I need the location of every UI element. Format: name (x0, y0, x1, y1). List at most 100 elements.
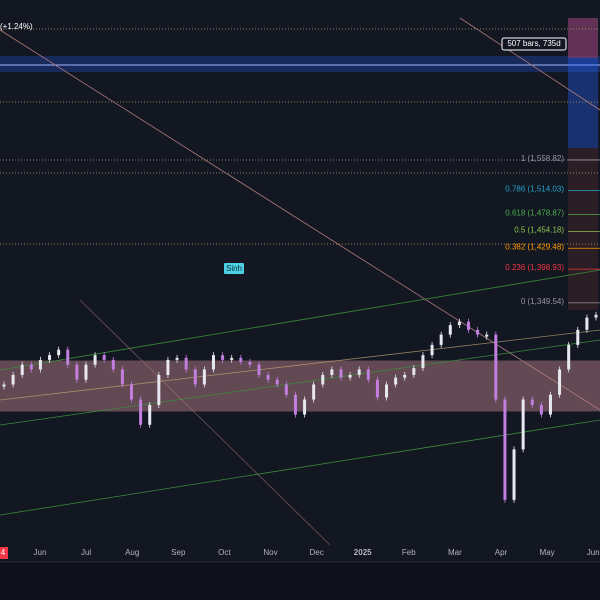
candle (48, 355, 52, 360)
candle (75, 364, 79, 380)
corner-label: 4 (1, 548, 6, 557)
candle (230, 357, 234, 360)
fib-label: 0.786 (1,514.03) (505, 185, 564, 194)
x-tick-label: Mar (448, 548, 462, 557)
projection-top (568, 18, 598, 58)
candle (211, 355, 215, 370)
x-tick-label: Sep (171, 548, 186, 557)
bars-box (501, 37, 567, 51)
x-tick-label: Aug (125, 548, 139, 557)
candle (503, 399, 507, 500)
candle (466, 321, 470, 330)
candle (375, 379, 379, 398)
x-tick-label: 2025 (354, 548, 372, 557)
candle (421, 355, 425, 369)
annotation: Sinh (226, 264, 242, 273)
candle (275, 379, 279, 385)
candle (193, 369, 197, 385)
candle (530, 399, 534, 405)
candle (157, 374, 161, 405)
x-tick-label: May (540, 548, 555, 557)
candle (457, 321, 461, 326)
candle (11, 374, 15, 385)
top-label: (+1.24%) (0, 22, 33, 31)
blue-band (0, 56, 600, 72)
trend-lines (0, 17, 600, 546)
x-tick-label: Jun (34, 548, 47, 557)
candle (512, 449, 516, 500)
candle (284, 384, 288, 395)
x-tick-label: Oct (218, 548, 231, 557)
candle (485, 334, 489, 337)
candle (2, 384, 6, 387)
candle (175, 357, 179, 360)
candle (366, 369, 370, 380)
candle (239, 357, 243, 362)
candle (312, 384, 316, 400)
candle (385, 384, 389, 398)
corner-box (0, 547, 8, 559)
x-tick-label: Jun (587, 548, 600, 557)
candle (521, 399, 525, 450)
candle (357, 369, 361, 375)
dotted-levels (0, 28, 600, 245)
candle (330, 369, 334, 375)
x-tick-label: Jul (81, 548, 91, 557)
candle (84, 364, 88, 380)
candle (93, 355, 97, 365)
x-tick-label: Feb (402, 548, 416, 557)
candle (430, 344, 434, 356)
annotation-box (224, 263, 244, 274)
candle (394, 377, 398, 385)
candle (539, 404, 543, 415)
candle (111, 359, 115, 370)
candle (412, 368, 416, 375)
fib-label: 0.618 (1,478.87) (505, 209, 564, 218)
candle (476, 329, 480, 335)
candle (248, 361, 252, 365)
candle (38, 359, 42, 370)
candle (348, 374, 352, 378)
fib-label: 0.236 (1,398.93) (505, 263, 564, 272)
candle (202, 369, 206, 385)
candle (439, 334, 443, 345)
candle (184, 357, 188, 370)
candle (321, 374, 325, 385)
candle (303, 399, 307, 415)
candle (139, 399, 143, 425)
candle (166, 359, 170, 375)
candle (266, 374, 270, 380)
candles (2, 311, 598, 503)
x-tick-label: Nov (263, 548, 277, 557)
candle (66, 349, 70, 365)
candle (120, 369, 124, 385)
fib-label: 0.5 (1,454.18) (514, 225, 564, 234)
candle (494, 334, 498, 400)
candle (594, 314, 598, 318)
fib-zone (568, 148, 598, 310)
candle (130, 384, 134, 400)
candle (567, 344, 571, 370)
candle (102, 355, 106, 360)
candle (293, 394, 297, 415)
candle (29, 364, 33, 370)
bars-label: 507 bars, 735d (507, 39, 560, 48)
fib-label: 0 (1,349.54) (521, 297, 564, 306)
candle (403, 374, 407, 378)
candle (221, 355, 225, 360)
x-tick-label: Apr (495, 548, 508, 557)
candle (576, 329, 580, 345)
x-tick-label: Dec (309, 548, 323, 557)
candle (585, 317, 589, 330)
fib-label: 1 (1,558.82) (521, 154, 564, 163)
candle (448, 325, 452, 335)
candle (548, 394, 552, 415)
fib-label: 0.382 (1,429.48) (505, 242, 564, 251)
candle (257, 364, 261, 375)
pink-zone (0, 360, 600, 412)
candle (339, 369, 343, 378)
candle (558, 369, 562, 395)
candle (148, 404, 152, 425)
